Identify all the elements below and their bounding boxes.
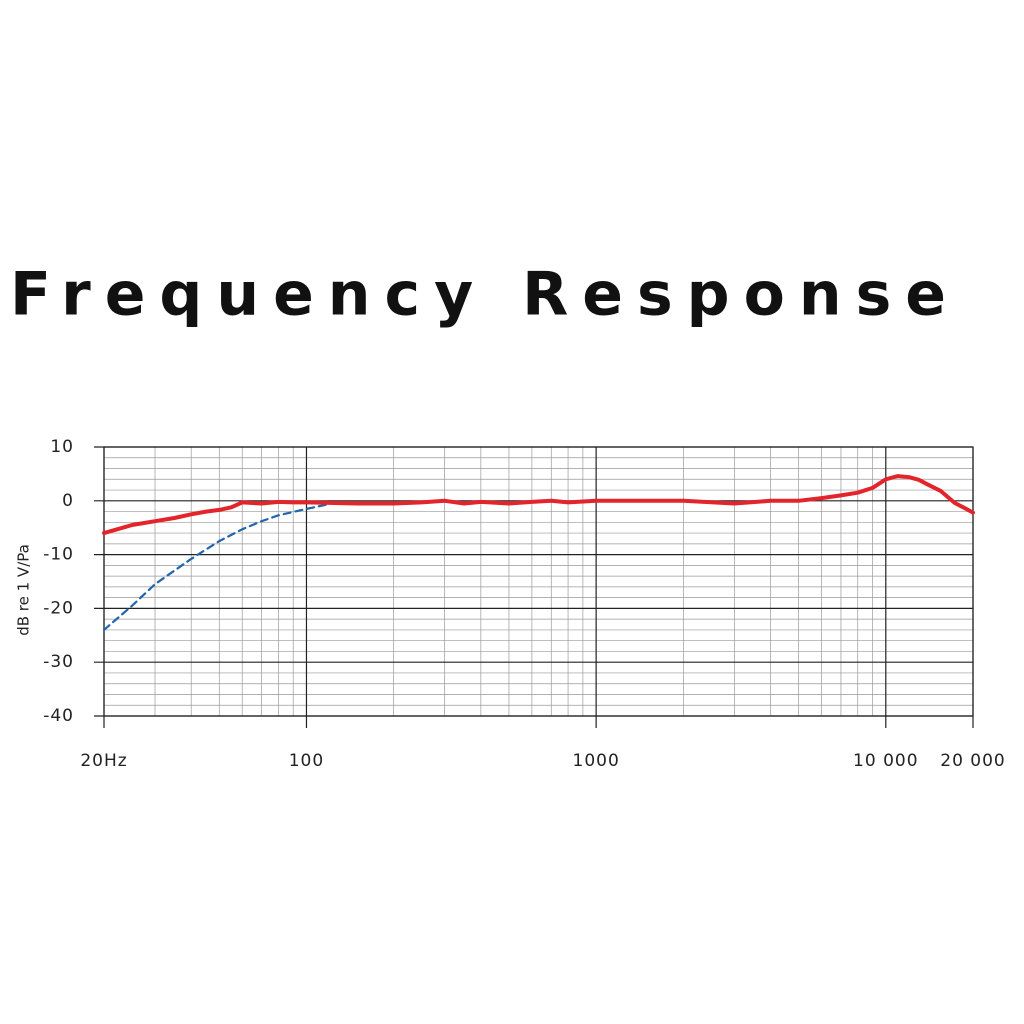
- x-tick-label: 100: [289, 751, 324, 771]
- x-tick-label: 20Hz: [80, 751, 127, 771]
- series-line: [102, 474, 975, 536]
- y-tick-label: 0: [62, 491, 74, 511]
- x-tick-label: 1000: [573, 751, 620, 771]
- y-tick-label: -10: [43, 545, 74, 565]
- plot-frame: [103, 446, 974, 717]
- y-tick-label: -30: [43, 652, 74, 672]
- x-tick-label: 10 000: [853, 751, 918, 771]
- y-tick-label: 10: [50, 437, 74, 457]
- chart-title: Frequency Response: [10, 260, 960, 330]
- y-tick-label: -40: [43, 706, 74, 726]
- y-axis-label: dB re 1 V/Pa: [15, 544, 33, 636]
- x-tick-label: 20 000: [940, 751, 1005, 771]
- y-tick-label: -20: [43, 598, 74, 618]
- series-line: [102, 502, 331, 631]
